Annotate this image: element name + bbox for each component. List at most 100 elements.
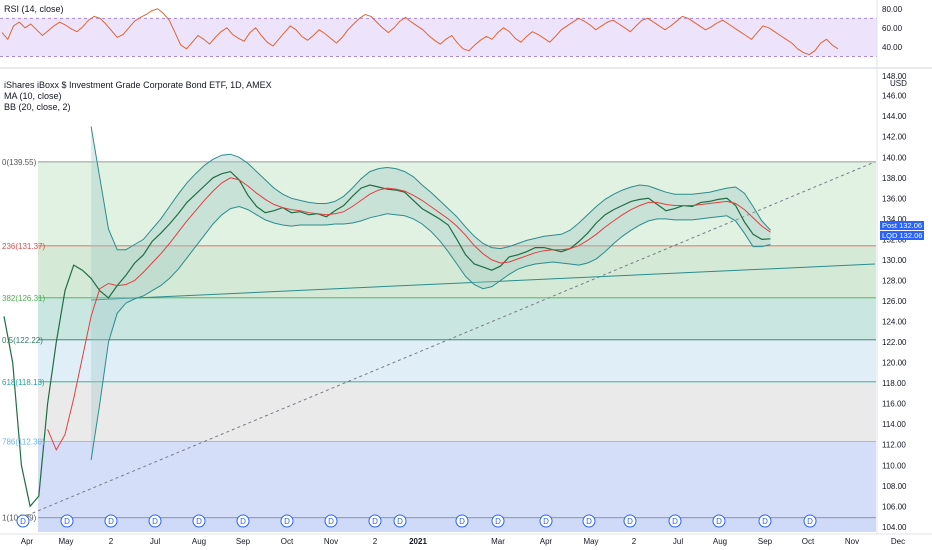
rsi-panel: 80.00 60.00 40.00 xyxy=(0,5,903,57)
price-axis-tick: 126.00 xyxy=(882,297,907,306)
dividend-marker-label: D xyxy=(495,517,501,526)
price-axis-tick: 136.00 xyxy=(882,194,907,203)
time-axis-tick: Apr xyxy=(21,537,34,546)
dividend-marker-label: D xyxy=(152,517,158,526)
price-axis-tick: 134.00 xyxy=(882,215,907,224)
price-axis-tick: 122.00 xyxy=(882,338,907,347)
symbol-tag: LQD 132.06 xyxy=(880,231,925,240)
price-axis-tick: 130.00 xyxy=(882,256,907,265)
fib-label: 382(126.31) xyxy=(2,294,45,303)
price-axis-tick: 114.00 xyxy=(882,420,906,429)
main-legend-title: iShares iBoxx $ Investment Grade Corpora… xyxy=(4,80,272,90)
dividend-marker-label: D xyxy=(64,517,70,526)
trendline-support xyxy=(91,263,876,301)
time-axis-tick: Mar xyxy=(491,537,505,546)
time-axis-tick: Nov xyxy=(845,537,859,546)
time-axis-tick: Jul xyxy=(673,537,683,546)
dividend-marker xyxy=(393,514,407,528)
fib-label: 0(139.55) xyxy=(2,158,37,167)
bb-lower-line xyxy=(90,205,771,461)
dividend-marker xyxy=(148,514,162,528)
time-axis-tick: Jul xyxy=(150,537,160,546)
time-axis-tick: Oct xyxy=(281,537,294,546)
time-axis[interactable]: Apr May 2 Jul Aug Sep Oct Nov 2 2021 Mar Apr May 2 Jul… xyxy=(21,537,905,546)
rsi-band xyxy=(0,18,877,57)
dividend-marker-label: D xyxy=(716,517,722,526)
dividend-marker-label: D xyxy=(459,517,465,526)
dividend-marker xyxy=(236,514,250,528)
time-axis-tick: Aug xyxy=(713,537,727,546)
price-axis-tick: 140.00 xyxy=(882,153,907,162)
symbol-tag-value: 132.06 xyxy=(899,231,923,240)
dividend-marker xyxy=(455,514,469,528)
time-axis-tick: Aug xyxy=(192,537,206,546)
post-tag-label: Post xyxy=(882,221,898,230)
dividend-marker-label: D xyxy=(627,517,633,526)
price-axis-tick-partial: 148.00 xyxy=(882,72,907,81)
dividend-marker xyxy=(368,514,382,528)
dividend-marker xyxy=(280,514,294,528)
trendlines[interactable] xyxy=(21,161,876,519)
rsi-axis: 80.00 60.00 40.00 xyxy=(882,5,903,52)
post-tag: Post 132.06 xyxy=(880,221,925,230)
fib-band xyxy=(38,339,876,382)
dividend-marker xyxy=(582,514,596,528)
price-axis-tick: 124.00 xyxy=(882,318,907,327)
time-axis-tick: Oct xyxy=(802,537,815,546)
bb-legend: BB (20, close, 2) xyxy=(4,102,71,112)
price-axis-tick: 128.00 xyxy=(882,276,907,285)
dividend-marker-label: D xyxy=(108,517,114,526)
dividend-marker xyxy=(539,514,553,528)
fib-label: 786(112.30) xyxy=(2,438,45,447)
price-axis-tick: 112.00 xyxy=(882,441,906,450)
fib-band xyxy=(38,245,876,298)
dividend-marker-label: D xyxy=(240,517,246,526)
price-axis-tick: 138.00 xyxy=(882,174,907,183)
time-axis-tick: 2021 xyxy=(409,537,427,546)
dividend-marker-label: D xyxy=(196,517,202,526)
dividend-marker-label: D xyxy=(397,517,403,526)
price-axis-tick: 144.00 xyxy=(882,112,907,121)
dividend-marker-label: D xyxy=(762,517,768,526)
dividend-marker xyxy=(758,514,772,528)
dividend-marker-label: D xyxy=(586,517,592,526)
price-panel: 0(139.55) 236(131.37) 382(126.31) 0.5(122.2… xyxy=(2,126,876,532)
price-axis[interactable]: 146.00 144.00 142.00 140.00 138.00 136.00 134.… xyxy=(882,72,907,532)
dividend-marker xyxy=(192,514,206,528)
dividend-marker xyxy=(803,514,817,528)
price-axis-tick: 106.00 xyxy=(882,502,907,511)
time-axis-tick: Apr xyxy=(540,537,553,546)
time-axis-tick: Sep xyxy=(758,537,773,546)
dividend-marker-label: D xyxy=(284,517,290,526)
time-axis-tick: 2 xyxy=(373,537,378,546)
dividend-marker xyxy=(60,514,74,528)
fib-label: 236(131.37) xyxy=(2,242,45,251)
dividend-marker xyxy=(668,514,682,528)
fib-retracement[interactable] xyxy=(38,161,876,532)
time-axis-tick: 2 xyxy=(632,537,637,546)
dividend-marker xyxy=(104,514,118,528)
trendline-dashed xyxy=(21,161,876,519)
fib-band xyxy=(38,441,876,518)
price-axis-tick: 116.00 xyxy=(882,400,906,409)
price-axis-tick: 146.00 xyxy=(882,92,907,101)
dividend-marker xyxy=(324,514,338,528)
fib-band xyxy=(38,381,876,442)
symbol-tag-label: LQD xyxy=(882,231,898,240)
price-axis-tick: 110.00 xyxy=(882,461,906,470)
dividend-marker xyxy=(712,514,726,528)
price-axis-tick: 142.00 xyxy=(882,133,907,142)
time-axis-tick: Dec xyxy=(891,537,905,546)
fib-band xyxy=(38,297,876,340)
rsi-legend: RSI (14, close) xyxy=(4,4,64,14)
price-axis-tick: 118.00 xyxy=(882,379,906,388)
time-axis-tick: May xyxy=(58,537,73,546)
post-tag-value: 132.06 xyxy=(899,221,923,230)
dividend-marker-label: D xyxy=(672,517,678,526)
fib-label: 0.5(122.22) xyxy=(2,336,43,345)
bb-upper-line xyxy=(90,126,771,251)
price-axis-tick: 104.00 xyxy=(882,523,907,532)
dividend-marker xyxy=(623,514,637,528)
